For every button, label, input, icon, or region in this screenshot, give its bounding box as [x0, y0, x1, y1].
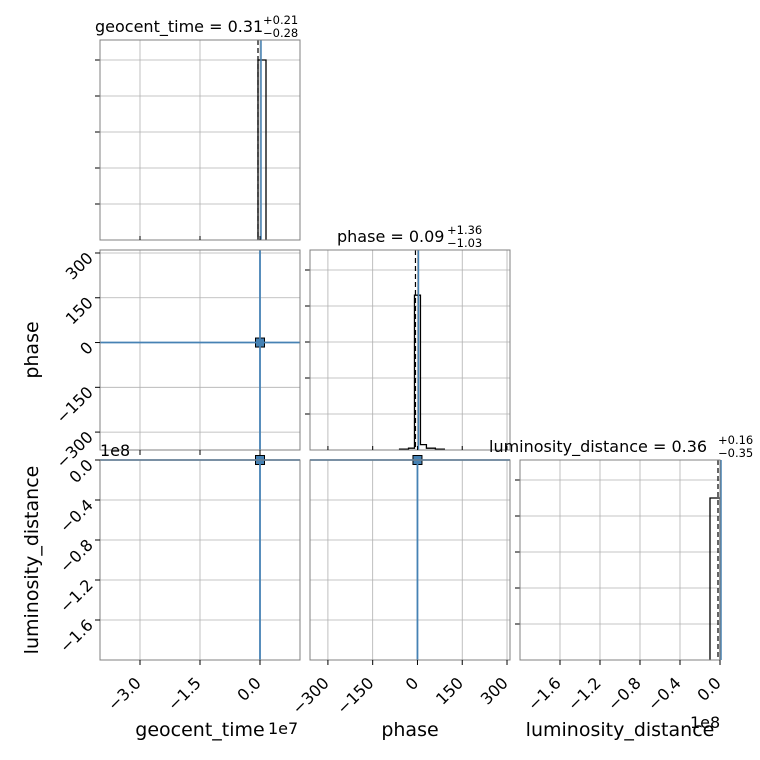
y-tick-label-phase: −150 — [52, 383, 97, 428]
x-tick-label-luminosity-distance: −0.8 — [604, 673, 645, 714]
xlabel-phase: phase — [381, 719, 438, 741]
xlabel-luminosity-distance: luminosity_distance — [526, 719, 715, 741]
offset-label-luminosity-distance-y: 1e8 — [100, 441, 130, 460]
title-phase: phase = 0.09 — [337, 227, 444, 246]
y-tick-label-phase: 150 — [62, 293, 97, 328]
panels-layer: −3.0 −1.5 0.0 −300 −150 0 150 300 −1.6 −1.2 −0.8 −0… — [52, 39, 725, 718]
panel-hist-luminosity-distance — [515, 459, 722, 665]
histogram-step — [398, 294, 445, 450]
y-tick-label-phase: 300 — [62, 248, 97, 283]
panel-hist-geocent-time — [95, 39, 301, 241]
x-tick-label-phase: 150 — [432, 673, 467, 708]
title-geocent-time: geocent_time = 0.31 — [95, 17, 263, 37]
ylabel-phase: phase — [21, 321, 43, 378]
panel-2d-geocent-time-phase — [95, 249, 301, 455]
panel-border — [309, 459, 511, 661]
y-tick-label-luminosity-distance: −1.6 — [56, 615, 97, 656]
y-tick-label-phase: 0 — [76, 338, 97, 359]
title-geocent-time-minus: −0.28 — [263, 26, 298, 40]
x-tick-label-phase: 300 — [477, 673, 512, 708]
xlabel-geocent-time: geocent_time — [135, 719, 264, 741]
x-tick-label-luminosity-distance: −0.4 — [644, 673, 685, 714]
panel-hist-phase — [305, 249, 511, 451]
panel-2d-phase-luminosity-distance — [309, 455, 511, 665]
y-tick-label-luminosity-distance: −0.4 — [56, 495, 97, 536]
x-tick-label-phase: −300 — [288, 673, 333, 718]
x-tick-label-luminosity-distance: −1.2 — [564, 673, 605, 714]
title-luminosity-distance-minus: −0.35 — [718, 446, 753, 460]
offset-label-luminosity-distance-x: 1e8 — [690, 713, 720, 732]
x-tick-label-geocent-time: −3.0 — [104, 673, 145, 714]
y-tick-label-luminosity-distance: −0.8 — [56, 535, 97, 576]
panel-background — [520, 460, 720, 660]
panel-background — [310, 250, 510, 450]
truth-marker — [256, 338, 264, 347]
x-tick-label-geocent-time: −1.5 — [164, 673, 205, 714]
panel-background — [310, 460, 510, 660]
panel-border — [519, 459, 721, 661]
ylabel-luminosity-distance: luminosity_distance — [21, 466, 43, 655]
panel-2d-geocent-time-luminosity-distance — [95, 455, 301, 665]
title-luminosity-distance-plus: +0.16 — [718, 433, 753, 447]
x-tick-label-geocent-time: 0.0 — [233, 673, 264, 704]
panel-border — [309, 249, 511, 451]
x-tick-label-phase: −150 — [333, 673, 378, 718]
title-luminosity-distance: luminosity_distance = 0.36 — [489, 437, 707, 457]
x-tick-label-luminosity-distance: −1.6 — [524, 673, 565, 714]
title-phase-minus: −1.03 — [447, 236, 482, 250]
title-geocent-time-plus: +0.21 — [263, 13, 298, 27]
y-tick-label-luminosity-distance: −1.2 — [56, 575, 97, 616]
x-tick-label-phase: 0 — [402, 673, 423, 694]
x-tick-label-luminosity-distance: 0.0 — [693, 673, 724, 704]
offset-label-geocent-time-x: 1e7 — [268, 719, 298, 738]
title-phase-plus: +1.36 — [447, 223, 482, 237]
